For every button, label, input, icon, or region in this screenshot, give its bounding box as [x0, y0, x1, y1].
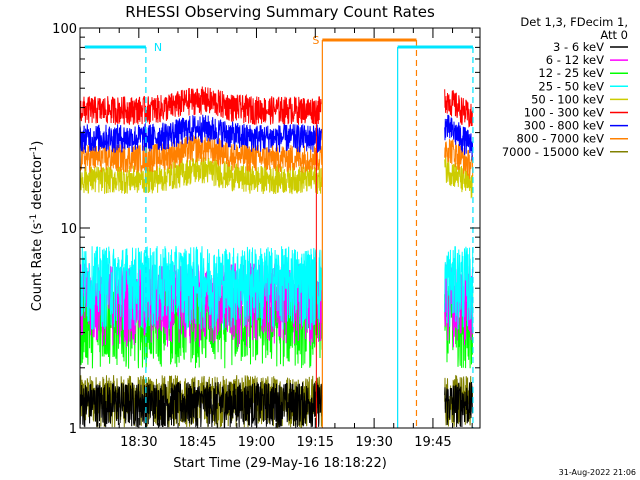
y-tick-label-3: 100 — [52, 22, 77, 37]
legend-label-7: 300 - 800 keV — [524, 119, 604, 133]
y-tick-label-2: 10 — [60, 222, 77, 237]
x-tick-label-4: 19:15 — [297, 435, 334, 450]
annotation-label-1: N — [154, 41, 162, 54]
legend-label-6: 100 - 300 keV — [524, 106, 604, 120]
x-tick-label-5: 19:30 — [355, 435, 392, 450]
annotation-label-2: S — [312, 34, 319, 47]
series-line-1 — [79, 381, 474, 428]
x-axis-label: Start Time (29-May-16 18:18:22) — [173, 456, 387, 471]
plot-area — [80, 28, 480, 428]
y-axis-label-sup-2: -1 — [29, 146, 39, 155]
series-line-8 — [79, 135, 474, 179]
legend-label-8: 800 - 7000 keV — [516, 132, 604, 146]
legend-label-3: 12 - 25 keV — [538, 66, 604, 80]
x-tick-label-6: 19:45 — [414, 435, 451, 450]
legend-label-2: 6 - 12 keV — [546, 53, 604, 67]
legend-label-4: 25 - 50 keV — [538, 79, 604, 93]
y-axis-label-main: Count Rate (s — [30, 223, 45, 312]
y-axis-label-end: ) — [30, 141, 45, 146]
chart-title: RHESSI Observing Summary Count Rates — [125, 3, 435, 21]
y-axis-label-sup-1: -1 — [29, 214, 39, 223]
footer-timestamp: 31-Aug-2022 21:06 — [559, 468, 636, 477]
legend-header-line-2: Att 0 — [600, 28, 628, 42]
series-layer — [79, 86, 474, 428]
y-tick-label-1: 1 — [69, 422, 77, 437]
legend-label-1: 3 - 6 keV — [553, 40, 604, 54]
series-line-7 — [79, 114, 474, 161]
x-tick-label-3: 19:00 — [238, 435, 275, 450]
y-axis-label: Count Rate (s-1 detector-1) — [29, 141, 45, 312]
x-tick-label-1: 18:30 — [120, 435, 157, 450]
x-tick-label-2: 18:45 — [179, 435, 216, 450]
legend-label-5: 50 - 100 keV — [531, 92, 604, 106]
series-line-4 — [79, 246, 474, 331]
legend-label-9: 7000 - 15000 keV — [502, 145, 604, 159]
annotation-layer: NS — [84, 34, 474, 428]
legend-header-line-1: Det 1,3, FDecim 1, — [520, 15, 628, 29]
series-line-6 — [79, 86, 474, 128]
y-axis-label-mid: detector — [30, 154, 45, 214]
tick-layer: 1 10 100 18:30 18:45 19:00 19:15 19:30 19:45 — [52, 22, 480, 450]
